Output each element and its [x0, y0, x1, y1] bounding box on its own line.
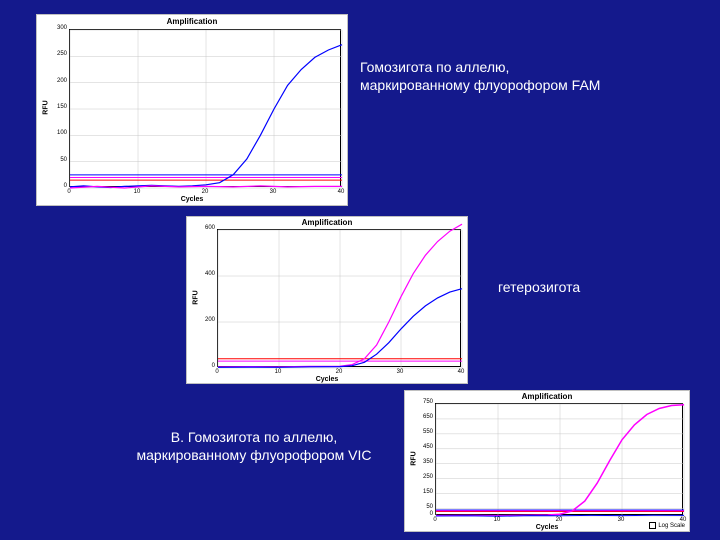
- label-top: Гомозигота по аллелю,маркированному флуо…: [360, 58, 690, 94]
- ylabel: RFU: [411, 451, 418, 465]
- tick-y: 400: [197, 271, 215, 277]
- tick-y: 550: [415, 429, 433, 435]
- logscale-toggle[interactable]: Log Scale: [649, 522, 685, 529]
- label-bottom: В. Гомозигота по аллелю,маркированному ф…: [104, 428, 404, 464]
- chart-hetero-panel: Amplification 0200400600010203040RFUCycl…: [186, 216, 468, 384]
- tick-y: 200: [197, 317, 215, 323]
- tick-x: 0: [61, 189, 77, 195]
- tick-x: 30: [392, 369, 408, 375]
- chart-vic-title: Amplification: [405, 392, 689, 401]
- tick-x: 0: [209, 369, 225, 375]
- chart-hetero-title: Amplification: [187, 218, 467, 227]
- tick-x: 20: [551, 517, 567, 523]
- tick-y: 150: [49, 104, 67, 110]
- tick-x: 10: [129, 189, 145, 195]
- tick-x: 10: [270, 369, 286, 375]
- ylabel: RFU: [193, 290, 200, 304]
- chart-fam-plot: [69, 29, 341, 187]
- tick-x: 20: [197, 189, 213, 195]
- tick-x: 30: [265, 189, 281, 195]
- tick-y: 450: [415, 444, 433, 450]
- tick-y: 200: [49, 78, 67, 84]
- tick-y: 50: [49, 157, 67, 163]
- tick-x: 40: [333, 189, 349, 195]
- ylabel: RFU: [43, 100, 50, 114]
- tick-y: 650: [415, 414, 433, 420]
- tick-x: 10: [489, 517, 505, 523]
- tick-y: 250: [415, 474, 433, 480]
- tick-y: 600: [197, 225, 215, 231]
- tick-y: 150: [415, 489, 433, 495]
- xlabel: Cycles: [405, 524, 689, 531]
- xlabel: Cycles: [187, 376, 467, 383]
- chart-vic-plot: [435, 403, 683, 515]
- xlabel: Cycles: [37, 196, 347, 203]
- tick-y: 750: [415, 399, 433, 405]
- tick-y: 50: [415, 504, 433, 510]
- label-middle: гетерозигота: [498, 278, 580, 296]
- chart-fam-panel: Amplification 05010015020025030001020304…: [36, 14, 348, 206]
- tick-y: 250: [49, 51, 67, 57]
- tick-x: 20: [331, 369, 347, 375]
- chart-fam-title: Amplification: [37, 17, 347, 26]
- tick-y: 100: [49, 130, 67, 136]
- chart-vic-panel: Amplification 05015025035045055065075001…: [404, 390, 690, 532]
- tick-y: 300: [49, 25, 67, 31]
- tick-x: 40: [453, 369, 469, 375]
- tick-x: 30: [613, 517, 629, 523]
- tick-x: 0: [427, 517, 443, 523]
- chart-hetero-plot: [217, 229, 461, 367]
